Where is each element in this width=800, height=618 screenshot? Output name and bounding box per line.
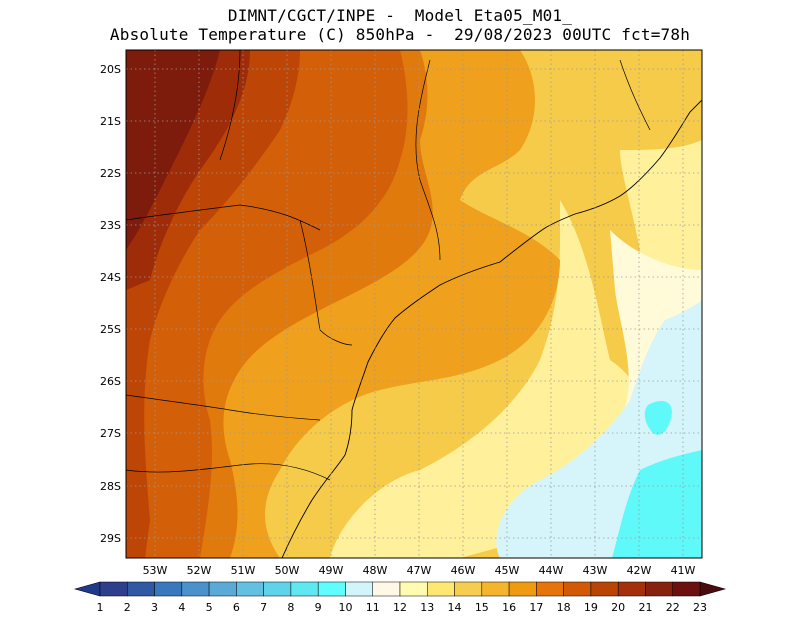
colorbar-label: 4 [178, 601, 185, 614]
lon-tick: 49W [319, 564, 344, 577]
colorbar-label: 12 [393, 601, 407, 614]
colorbar-cell [317, 581, 346, 597]
field-22 [126, 50, 220, 250]
lon-tick: 44W [539, 564, 564, 577]
colorbar-cell [672, 581, 701, 597]
lat-tick: 26S [100, 375, 121, 388]
colorbar-label: 23 [693, 601, 707, 614]
colorbar-label: 17 [529, 601, 543, 614]
colorbar-cell [454, 581, 483, 597]
colorbar-label: 1 [97, 601, 104, 614]
lat-tick: 22S [100, 167, 121, 180]
colorbar-cell [99, 581, 128, 597]
title-line-1: DIMNT/CGCT/INPE - Model Eta05_M01_ [227, 6, 573, 25]
colorbar-label: 19 [584, 601, 598, 614]
colorbar-cell [290, 581, 319, 597]
colorbar-cell [399, 581, 428, 597]
colorbar: 1 2 3 4 5 6 7 8 9 10 11 12 13 14 15 16 17 18 19 20 21 22 23 [73, 581, 727, 614]
lat-axis: 20S 21S 22S 23S 24S 25S 26S 27S 28S 29S [100, 63, 121, 545]
title-line-2: Absolute Temperature (C) 850hPa - 29/08/… [109, 25, 691, 44]
colorbar-cell [563, 581, 592, 597]
lat-tick: 28S [100, 480, 121, 493]
colorbar-cell [236, 581, 264, 597]
lon-tick: 52W [187, 564, 212, 577]
colorbar-label: 2 [124, 601, 131, 614]
colorbar-label: 16 [502, 601, 516, 614]
colorbar-label: 18 [557, 601, 571, 614]
lon-tick: 43W [583, 564, 608, 577]
colorbar-cell [127, 581, 155, 597]
colorbar-label: 7 [260, 601, 267, 614]
lat-tick: 29S [100, 532, 121, 545]
colorbar-label: 3 [151, 601, 158, 614]
lat-tick: 21S [100, 115, 121, 128]
colorbar-right-arrow [699, 581, 727, 597]
colorbar-label: 9 [315, 601, 322, 614]
colorbar-cell [181, 581, 210, 597]
lat-tick: 23S [100, 219, 121, 232]
colorbar-label: 8 [287, 601, 294, 614]
colorbar-cell [345, 581, 373, 597]
colorbar-cell [263, 581, 292, 597]
state-borders [126, 50, 651, 481]
colorbar-cell [208, 581, 237, 597]
lon-axis: 53W 52W 51W 50W 49W 48W 47W 46W 45W 44W … [143, 564, 696, 577]
lat-tick: 24S [100, 271, 121, 284]
colorbar-cell [154, 581, 183, 597]
colorbar-label: 11 [366, 601, 380, 614]
lon-tick: 50W [275, 564, 300, 577]
lat-tick: 27S [100, 427, 121, 440]
lat-tick: 25S [100, 323, 121, 336]
lon-tick: 48W [363, 564, 388, 577]
colorbar-label: 10 [338, 601, 352, 614]
lon-tick: 46W [451, 564, 476, 577]
lon-tick: 45W [495, 564, 520, 577]
field-10 [612, 400, 702, 558]
lon-tick: 51W [231, 564, 256, 577]
colorbar-label: 5 [206, 601, 213, 614]
lon-tick: 47W [407, 564, 432, 577]
colorbar-cell [645, 581, 673, 597]
colorbar-cell [590, 581, 619, 597]
coastline [281, 99, 702, 558]
lon-tick: 42W [627, 564, 652, 577]
lat-tick: 20S [100, 63, 121, 76]
temperature-field [126, 50, 702, 558]
colorbar-cell [372, 581, 401, 597]
colorbar-label: 6 [233, 601, 240, 614]
colorbar-cell [481, 581, 510, 597]
colorbar-label: 20 [611, 601, 625, 614]
colorbar-left-arrow [73, 581, 101, 597]
colorbar-label: 21 [638, 601, 652, 614]
colorbar-cell [427, 581, 455, 597]
colorbar-label: 15 [475, 601, 489, 614]
colorbar-label: 13 [420, 601, 434, 614]
colorbar-cell [508, 581, 537, 597]
gridlines [126, 50, 702, 558]
lon-tick: 53W [143, 564, 168, 577]
lon-tick: 41W [671, 564, 696, 577]
colorbar-label: 22 [666, 601, 680, 614]
plot-frame [125, 49, 703, 559]
colorbar-cell [617, 581, 646, 597]
colorbar-cell [536, 581, 564, 597]
colorbar-label: 14 [448, 601, 462, 614]
